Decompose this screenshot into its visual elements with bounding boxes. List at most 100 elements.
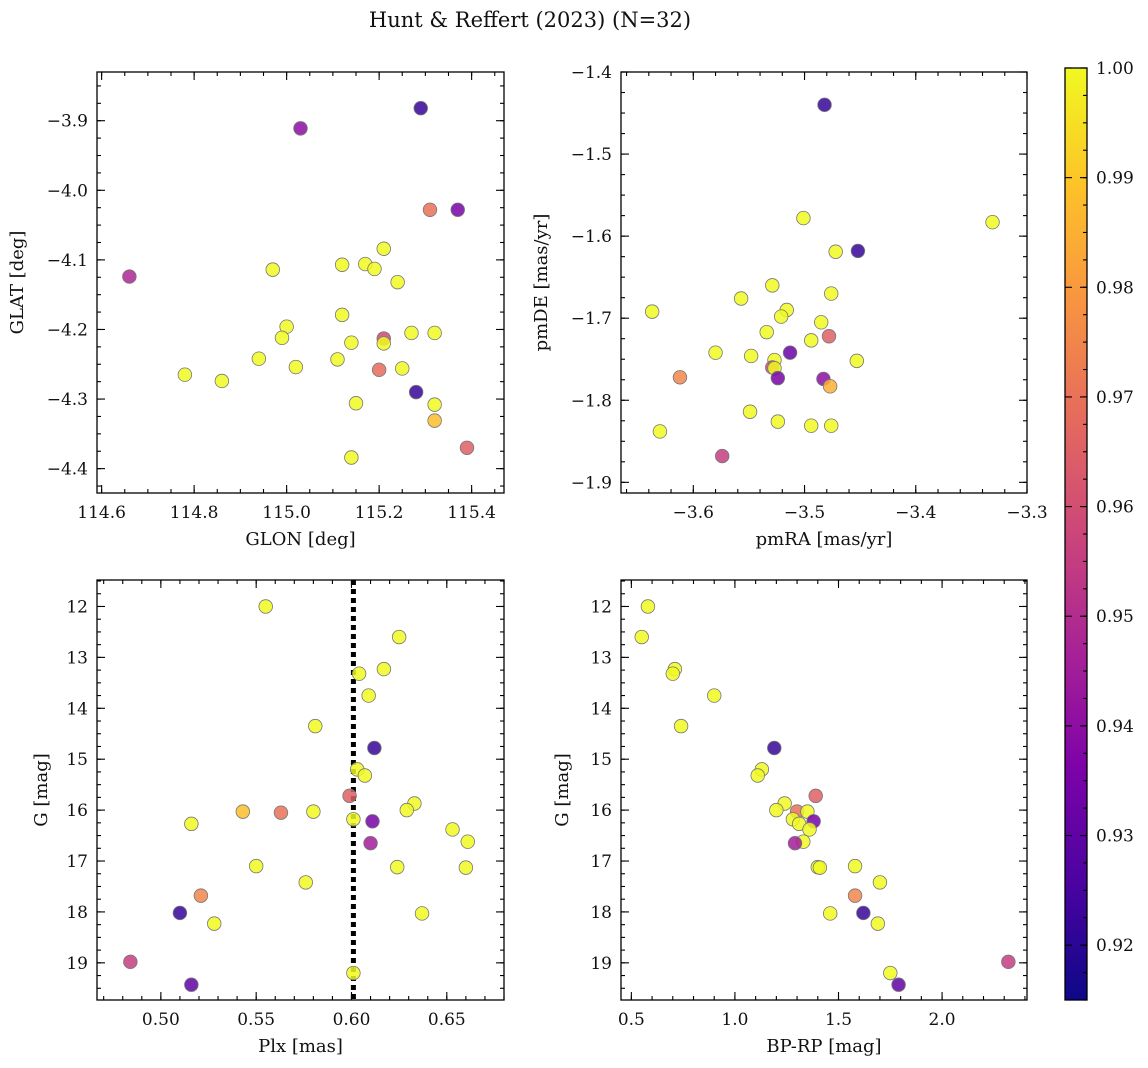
x-axis-label: pmRA [mas/yr] xyxy=(756,529,893,550)
x-tick-label: 115.2 xyxy=(355,503,404,523)
y-tick-label: −4.0 xyxy=(47,181,88,201)
data-point xyxy=(824,418,839,433)
data-point xyxy=(427,325,442,341)
data-point xyxy=(770,414,786,429)
data-point xyxy=(644,304,660,319)
x-tick-label: 1.0 xyxy=(721,1010,748,1030)
y-tick-label: −1.4 xyxy=(571,63,612,83)
data-point xyxy=(367,740,382,756)
data-point xyxy=(273,805,289,820)
data-point xyxy=(193,888,209,903)
data-point xyxy=(334,307,350,323)
data-point xyxy=(413,100,428,116)
data-point xyxy=(847,858,863,874)
data-point xyxy=(808,788,823,804)
data-point xyxy=(390,859,405,875)
figure-title: Hunt & Reffert (2023) (N=32) xyxy=(369,8,691,32)
y-tick-label: −3.9 xyxy=(47,112,88,132)
data-point xyxy=(872,875,888,890)
y-tick-label: 15 xyxy=(590,750,612,770)
y-tick-label: −4.3 xyxy=(47,390,88,410)
y-tick-label: −1.8 xyxy=(571,391,612,411)
y-tick-label: 15 xyxy=(66,750,88,770)
data-point xyxy=(850,243,866,259)
y-axis-label: pmDE [mas/yr] xyxy=(531,214,552,352)
x-tick-label: 115.4 xyxy=(447,503,496,523)
data-point xyxy=(395,361,410,376)
data-point xyxy=(391,629,407,645)
data-point xyxy=(274,330,290,346)
x-tick-label: −3.5 xyxy=(784,503,825,523)
x-tick-label: 0.50 xyxy=(142,1010,180,1030)
data-point xyxy=(665,666,680,681)
data-point xyxy=(445,822,460,837)
data-point xyxy=(708,345,723,360)
data-point xyxy=(828,244,843,259)
data-point xyxy=(870,916,886,931)
data-point xyxy=(422,202,438,217)
data-point xyxy=(214,373,230,389)
data-point xyxy=(458,860,474,875)
data-point xyxy=(376,241,391,256)
data-point xyxy=(847,888,863,903)
data-point xyxy=(414,906,430,921)
data-point xyxy=(849,353,865,369)
data-point xyxy=(258,599,273,614)
data-point xyxy=(399,802,414,818)
y-tick-label: −1.5 xyxy=(571,145,612,165)
y-tick-label: 12 xyxy=(66,597,88,617)
data-point xyxy=(346,812,361,827)
data-point xyxy=(172,905,188,921)
x-tick-label: 2.0 xyxy=(929,1010,956,1030)
panel-lonlat: 114.6 114.8 115.0 115.2 115.4 −3.9 −4.0 −4.1 −4.… xyxy=(7,71,505,550)
y-tick-label: 16 xyxy=(66,801,88,821)
data-point xyxy=(856,905,871,921)
data-point xyxy=(251,351,267,366)
colorbar: 0.92 0.93 0.94 0.95 0.96 0.97 0.98 0.99 1.00 xyxy=(1064,59,1134,1001)
data-point xyxy=(330,352,345,367)
axes-frame xyxy=(620,579,1028,1001)
data-point xyxy=(787,836,803,851)
data-point xyxy=(265,262,280,277)
data-point xyxy=(821,329,837,344)
data-point xyxy=(184,977,199,992)
data-point xyxy=(427,413,442,428)
data-point xyxy=(371,362,387,378)
colorbar-tick-label: 0.96 xyxy=(1096,498,1134,518)
y-tick-label: −4.1 xyxy=(47,251,88,271)
axes-frame xyxy=(96,579,505,1001)
x-axis-label: Plx [mas] xyxy=(258,1036,343,1057)
data-point xyxy=(122,269,137,284)
x-tick-label: 0.65 xyxy=(428,1010,466,1030)
data-point xyxy=(235,804,251,819)
data-point xyxy=(743,348,759,364)
data-point xyxy=(767,740,782,756)
data-point xyxy=(750,768,765,783)
y-tick-label: 16 xyxy=(590,801,612,821)
data-point xyxy=(404,325,419,341)
data-point xyxy=(802,822,817,837)
y-tick-label: −4.2 xyxy=(47,320,88,340)
data-point xyxy=(769,802,784,818)
y-tick-label: 17 xyxy=(66,852,88,872)
x-tick-label: −3.3 xyxy=(1006,503,1047,523)
y-tick-label: 17 xyxy=(590,852,612,872)
y-tick-label: 18 xyxy=(66,903,88,923)
data-point xyxy=(765,278,780,293)
y-tick-label: −1.6 xyxy=(571,227,612,247)
data-point xyxy=(344,450,359,465)
x-tick-label: 0.55 xyxy=(237,1010,275,1030)
colorbar-tick-label: 1.00 xyxy=(1096,59,1134,79)
data-point xyxy=(450,202,465,217)
data-point xyxy=(298,875,313,890)
y-tick-label: −1.9 xyxy=(571,473,612,493)
y-axis-label: GLAT [deg] xyxy=(7,231,28,335)
data-point xyxy=(823,906,838,921)
colorbar-tick-label: 0.95 xyxy=(1096,607,1134,627)
data-point xyxy=(782,345,798,360)
colorbar-tick-label: 0.93 xyxy=(1096,827,1134,847)
data-point xyxy=(817,97,832,113)
data-point xyxy=(363,836,378,851)
y-tick-label: 13 xyxy=(66,648,88,668)
colorbar-tick-label: 0.99 xyxy=(1096,169,1134,189)
